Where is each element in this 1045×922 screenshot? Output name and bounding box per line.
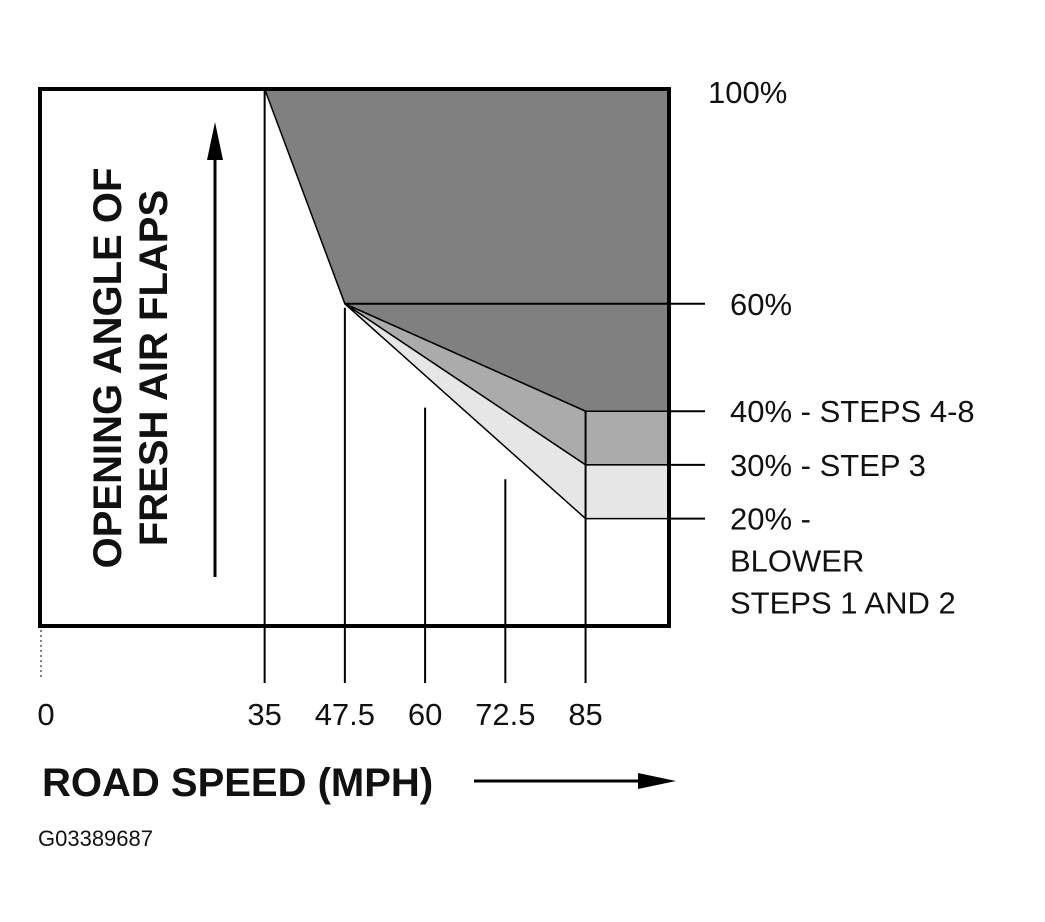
y-axis-label-line-2: FRESH AIR FLAPS xyxy=(132,190,176,546)
y-axis-arrow-head xyxy=(207,122,223,160)
guide-lines xyxy=(263,89,705,683)
right-label-20: 20% -BLOWER STEPS 1 AND 2 xyxy=(730,502,956,621)
x-tick-labels: 0 35 47.5 60 72.5 85 xyxy=(37,697,602,732)
y-axis-title: OPENING ANGLE OF FRESH AIR FLAPS xyxy=(86,168,176,569)
plot-frame xyxy=(38,87,671,628)
x-tick-label: 47.5 xyxy=(315,697,375,732)
y-axis-label-line-1: OPENING ANGLE OF xyxy=(86,168,130,569)
right-label-60: 60% xyxy=(730,287,792,322)
figure-code: G03389687 xyxy=(38,826,153,851)
right-label-40: 40% - STEPS 4-8 xyxy=(730,394,975,429)
right-label-100: 100% xyxy=(708,75,787,110)
x-tick-label: 0 xyxy=(37,697,54,732)
x-axis-arrow-head xyxy=(638,773,676,789)
x-tick-label: 85 xyxy=(568,697,602,732)
right-label-30: 30% - STEP 3 xyxy=(730,448,926,483)
x-tick-label: 60 xyxy=(408,697,442,732)
right-labels: 100% 60% 40% - STEPS 4-8 30% - STEP 3 20% -B… xyxy=(708,75,975,621)
x-tick-label: 35 xyxy=(247,697,281,732)
x-tick-label: 72.5 xyxy=(475,697,535,732)
x-axis-title: ROAD SPEED (MPH) xyxy=(42,761,433,805)
